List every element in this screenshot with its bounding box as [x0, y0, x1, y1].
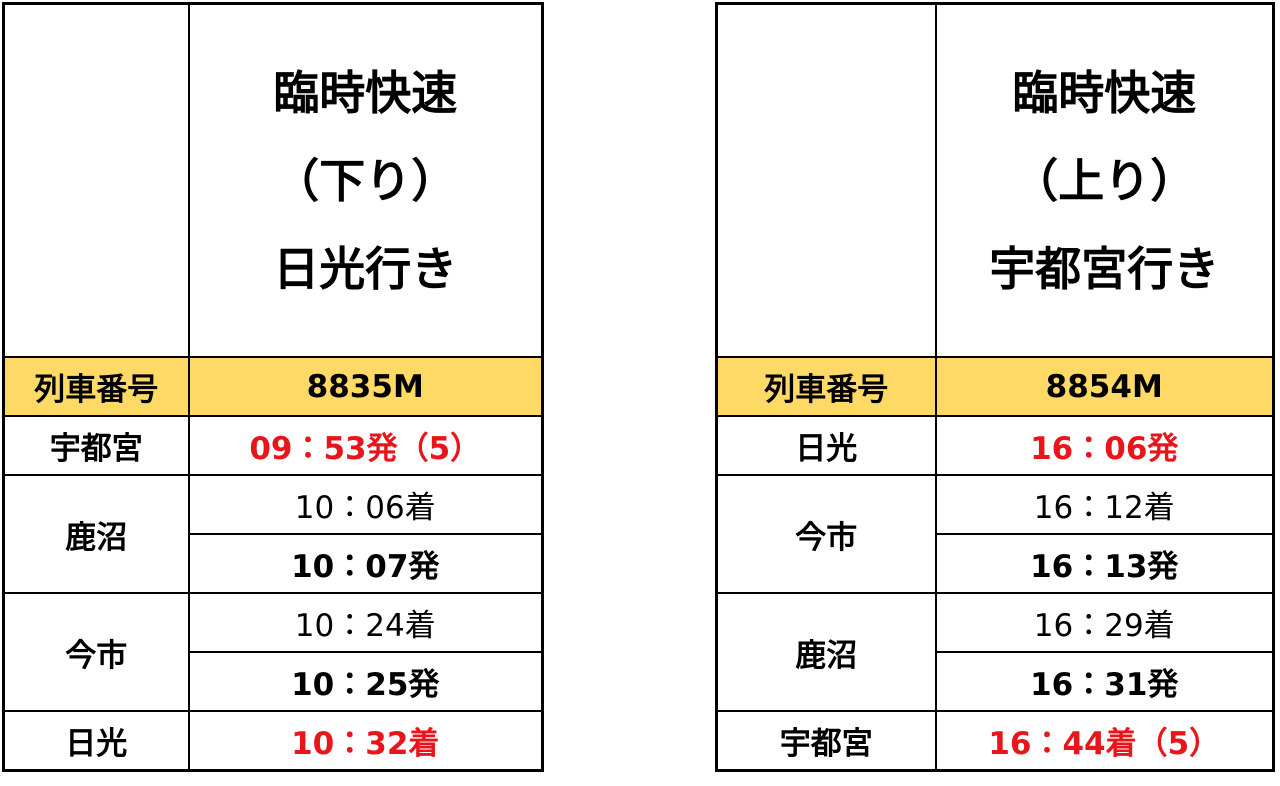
corner-cell — [715, 2, 937, 358]
station: 日光 — [2, 710, 190, 772]
time: 10：25発 — [187, 651, 544, 712]
time: 16：12着 — [934, 474, 1275, 535]
time: 10：07発 — [187, 533, 544, 594]
title-line: 臨時快速 — [273, 65, 458, 120]
train-number: 8854M — [934, 356, 1275, 417]
timetable: 臨時快速 （下り） 日光行き 列車番号 8835M 宇都宮 09：53発（5） … — [2, 2, 544, 772]
time: 16：44着（5） — [934, 710, 1275, 772]
station: 日光 — [715, 415, 937, 476]
time: 16：29着 — [934, 592, 1275, 653]
train-number-label: 列車番号 — [715, 356, 937, 417]
title-line: （下り） — [273, 153, 458, 208]
title-line: 臨時快速 — [1012, 65, 1197, 120]
station: 宇都宮 — [715, 710, 937, 772]
title-line: （上り） — [1012, 153, 1197, 208]
time: 16：06発 — [934, 415, 1275, 476]
time: 16：13発 — [934, 533, 1275, 594]
time: 09：53発（5） — [187, 415, 544, 476]
corner-cell — [2, 2, 190, 358]
title-cell: 臨時快速 （下り） 日光行き — [187, 2, 544, 358]
time: 10：32着 — [187, 710, 544, 772]
title-line: 日光行き — [273, 241, 458, 296]
train-number-label: 列車番号 — [2, 356, 190, 417]
train-number: 8835M — [187, 356, 544, 417]
time: 10：06着 — [187, 474, 544, 535]
station: 宇都宮 — [2, 415, 190, 476]
time: 16：31発 — [934, 651, 1275, 712]
station: 今市 — [2, 592, 190, 712]
time: 10：24着 — [187, 592, 544, 653]
title-line: 宇都宮行き — [989, 241, 1220, 296]
station: 今市 — [715, 474, 937, 594]
timetable: 臨時快速 （上り） 宇都宮行き 列車番号 8854M 日光 16：06発 今市 … — [715, 2, 1275, 772]
station: 鹿沼 — [715, 592, 937, 712]
station: 鹿沼 — [2, 474, 190, 594]
title-cell: 臨時快速 （上り） 宇都宮行き — [934, 2, 1275, 358]
